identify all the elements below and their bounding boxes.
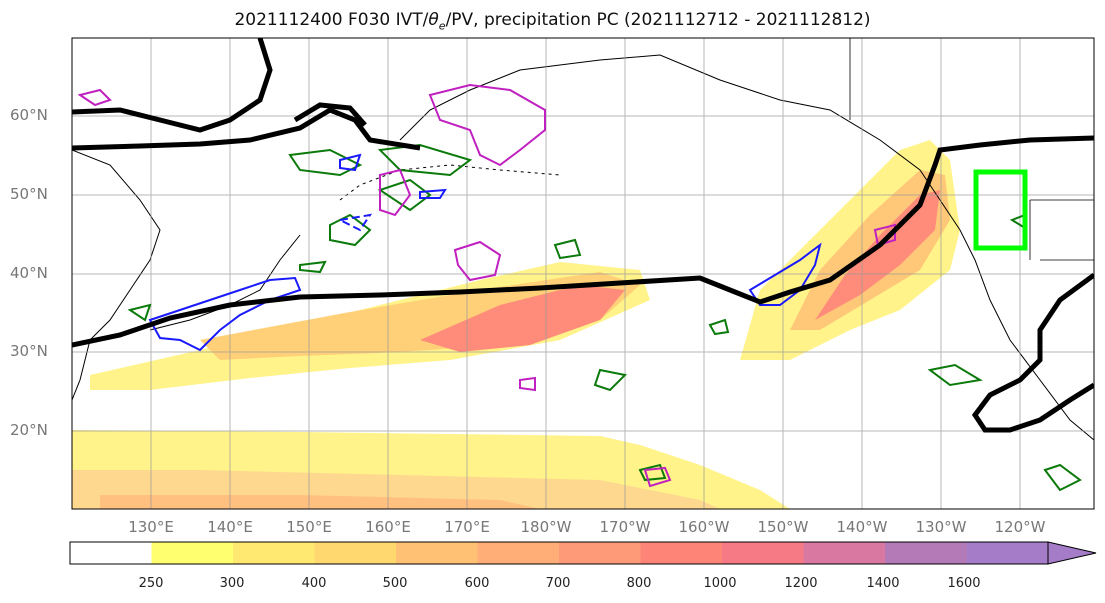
lat-label-40n: 40°N [10, 264, 48, 282]
colorbar [69, 541, 1097, 565]
pc-contours [77, 83, 896, 488]
colorbar-tick-1200: 1200 [784, 576, 818, 591]
colorbar-tick-600: 600 [464, 576, 490, 591]
gridlines [72, 38, 1094, 509]
colorbar-segment [233, 542, 315, 564]
lon-label-120w: 120°W [994, 518, 1046, 536]
theta-e-contours [72, 38, 1094, 433]
ivt-river-east-core [815, 190, 940, 320]
lon-label-180w: 180°W [520, 518, 572, 536]
pv-contours [148, 153, 822, 352]
colorbar-tick-1600: 1600 [947, 576, 981, 591]
lon-label-140e: 140°E [207, 518, 253, 536]
colorbar-segment [314, 542, 397, 564]
ivt-river-west-core [420, 285, 625, 352]
colorbar-segment [396, 542, 478, 564]
colorbar-segment [559, 542, 641, 564]
ivt-subtropical-band-core [100, 495, 540, 509]
lat-label-30n: 30°N [10, 342, 48, 360]
colorbar-segment [885, 542, 967, 564]
asia-coastline [72, 149, 161, 401]
colorbar-segment [70, 542, 152, 564]
lon-label-160e: 160°E [365, 518, 411, 536]
lon-label-140w: 140°W [836, 518, 888, 536]
lon-label-130e: 130°E [128, 518, 174, 536]
lon-label-170w: 170°W [599, 518, 651, 536]
colorbar-extend-arrow [1047, 541, 1097, 565]
lat-label-50n: 50°N [10, 185, 48, 203]
colorbar-segment [966, 542, 1049, 564]
colorbar-segment [477, 542, 560, 564]
target-region-box [973, 169, 1028, 251]
japan-coastline [149, 234, 301, 331]
colorbar-tick-400: 400 [301, 576, 327, 591]
colorbar-tick-300: 300 [219, 576, 245, 591]
lon-label-160w: 160°W [678, 518, 730, 536]
colorbar-tick-800: 800 [626, 576, 652, 591]
lon-label-150w: 150°W [757, 518, 809, 536]
lon-label-170e: 170°E [444, 518, 490, 536]
colorbar-tick-1400: 1400 [866, 576, 900, 591]
ivt-river-west-mid [200, 272, 640, 360]
lat-label-20n: 20°N [10, 421, 48, 439]
colorbar-tick-500: 500 [382, 576, 408, 591]
map-title: 2021112400 F030 IVT/θe/PV, precipitation… [234, 10, 871, 33]
lat-label-60n: 60°N [10, 106, 48, 124]
state-borders [849, 38, 1094, 261]
lon-label-130w: 130°W [915, 518, 967, 536]
colorbar-segment [722, 542, 804, 564]
colorbar-tick-1000: 1000 [703, 576, 737, 591]
colorbar-frame [69, 541, 1049, 565]
colorbar-segment [151, 542, 234, 564]
north-america-coastline [939, 199, 1094, 441]
alaska-coastline [399, 54, 941, 201]
lon-label-150e: 150°E [286, 518, 332, 536]
colorbar-tick-250: 250 [138, 576, 164, 591]
colorbar-tick-700: 700 [545, 576, 571, 591]
colorbar-segment [803, 542, 886, 564]
colorbar-segment [640, 542, 723, 564]
map-frame [71, 37, 1095, 510]
aleutian-islands [339, 164, 561, 201]
